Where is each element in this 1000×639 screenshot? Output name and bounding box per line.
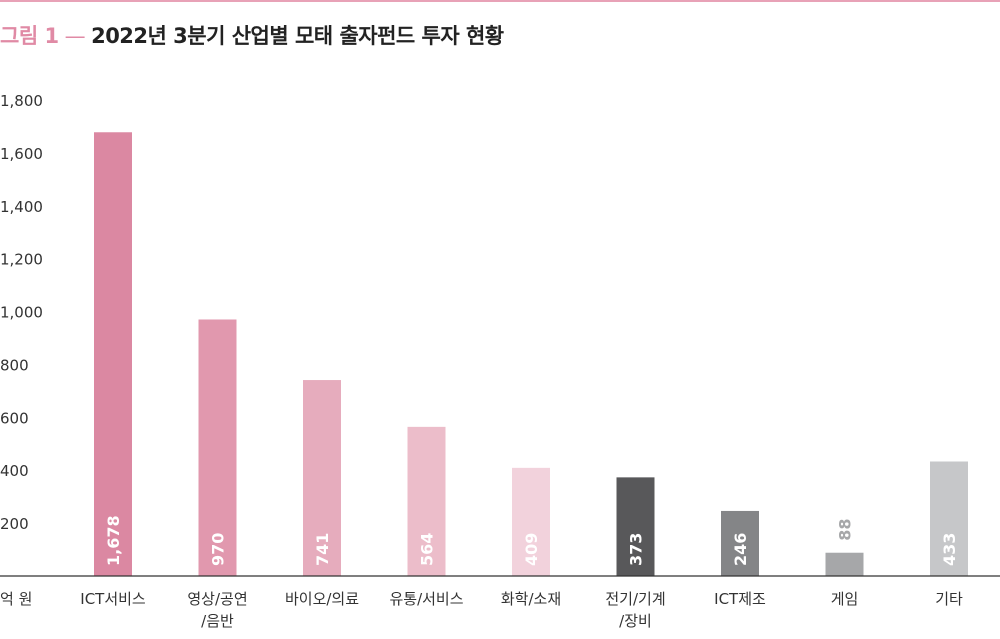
bar-value-label: 1,678 (104, 515, 123, 566)
x-category-label: 바이오/의료 (285, 590, 359, 608)
bar (407, 426, 446, 576)
y-tick-label: 800 (0, 356, 29, 374)
x-category-label: ICT제조 (714, 590, 766, 608)
x-category-label: 영상/공연 (187, 590, 247, 608)
y-tick-label: 600 (0, 409, 29, 427)
x-category-label: 유통/서비스 (389, 590, 463, 608)
bar-value-label: 409 (522, 533, 541, 566)
bar-value-label: 433 (940, 533, 959, 566)
x-category-label: 전기/기계 (605, 590, 665, 608)
bar-value-label: 970 (209, 533, 228, 566)
x-category-label: 게임 (831, 590, 859, 608)
figure-label: 그림 1 (0, 24, 59, 48)
y-tick-label: 200 (0, 515, 29, 533)
bar (930, 461, 968, 576)
x-category-label: 화학/소재 (501, 590, 561, 608)
y-tick-label: 1,200 (0, 251, 43, 269)
bar (94, 132, 132, 577)
top-rule (0, 0, 1000, 2)
y-tick-label: 1,800 (0, 92, 43, 110)
bar (825, 552, 864, 576)
x-category-label: 기타 (935, 590, 963, 608)
title-text: 2022년 3분기 산업별 모태 출자펀드 투자 현황 (91, 24, 504, 48)
y-tick-label: 1,600 (0, 145, 43, 163)
bar (512, 467, 550, 576)
y-tick-label: 1,400 (0, 198, 43, 216)
bar-value-label: 741 (313, 533, 332, 566)
bar-value-label: 564 (418, 533, 437, 566)
y-tick-label: 400 (0, 462, 29, 480)
x-category-label: ICT서비스 (80, 590, 146, 608)
bar (721, 510, 759, 576)
bar (198, 319, 237, 576)
title-dash: — (64, 24, 86, 48)
x-category-label: /음반 (201, 612, 234, 630)
y-tick-label: 1,000 (0, 304, 43, 322)
bar-value-label: 373 (627, 533, 646, 566)
bar (303, 380, 341, 576)
y-unit-label: 억 원 (0, 590, 32, 608)
figure-title: 그림 1—2022년 3분기 산업별 모태 출자펀드 투자 현황 (0, 20, 504, 52)
x-category-label: /장비 (619, 612, 652, 630)
bar (616, 477, 655, 576)
bar-value-label: 88 (836, 518, 855, 540)
bar-value-label: 246 (731, 533, 750, 566)
